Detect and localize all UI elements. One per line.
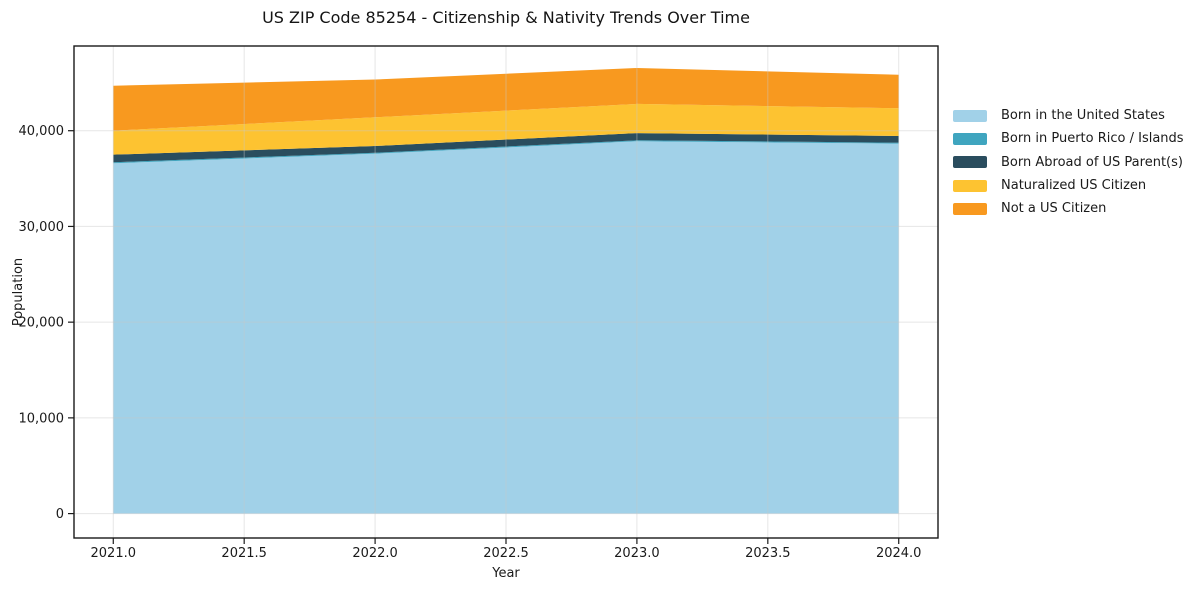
x-tick-label: 2022.0 — [352, 546, 398, 561]
legend-item: Not a US Citizen — [953, 197, 1184, 220]
x-tick-label: 2022.5 — [483, 546, 529, 561]
chart-title: US ZIP Code 85254 - Citizenship & Nativi… — [262, 8, 750, 27]
legend-label: Born in the United States — [1001, 108, 1165, 124]
y-tick-label: 40,000 — [19, 124, 65, 139]
area-born-in-puerto-rico-islands — [113, 140, 899, 164]
x-tick-label: 2023.5 — [745, 546, 791, 561]
legend-label: Born Abroad of US Parent(s) — [1001, 154, 1183, 170]
x-tick-label: 2021.5 — [221, 546, 267, 561]
legend-swatch-naturalized — [953, 179, 987, 192]
legend-label: Naturalized US Citizen — [1001, 178, 1147, 194]
legend-item: Born Abroad of US Parent(s) — [953, 151, 1184, 174]
legend-label: Not a US Citizen — [1001, 201, 1107, 217]
y-tick-label: 0 — [56, 507, 64, 522]
area-naturalized-us-citizen — [113, 103, 899, 155]
area-not-a-us-citizen — [113, 68, 899, 131]
y-tick-label: 30,000 — [19, 220, 65, 235]
legend-swatch-born-abroad — [953, 156, 987, 169]
x-tick-label: 2023.0 — [614, 546, 660, 561]
legend-swatch-born-pr — [953, 132, 987, 145]
tick-labels: 2021.0 2021.5 2022.0 2022.5 2023.0 2023.5 2024… — [19, 124, 922, 561]
x-tick-label: 2024.0 — [876, 546, 922, 561]
legend-item: Born in the United States — [953, 104, 1184, 127]
legend: Born in the United States Born in Puerto… — [953, 104, 1184, 220]
x-axis-label: Year — [491, 566, 520, 581]
y-tick-label: 10,000 — [19, 411, 65, 426]
y-tick-label: 20,000 — [19, 316, 65, 331]
legend-item: Born in Puerto Rico / Islands — [953, 127, 1184, 150]
x-tick-label: 2021.0 — [91, 546, 137, 561]
area-born-abroad-of-us-parent-s — [113, 133, 899, 163]
area-layers — [113, 68, 899, 514]
gridlines — [74, 46, 938, 538]
legend-item: Naturalized US Citizen — [953, 174, 1184, 197]
legend-swatch-not-citizen — [953, 202, 987, 215]
tick-marks — [68, 130, 900, 544]
legend-label: Born in Puerto Rico / Islands — [1001, 131, 1184, 147]
legend-swatch-born-us — [953, 109, 987, 122]
y-axis-label: Population — [11, 258, 26, 326]
area-born-in-the-united-states — [113, 141, 899, 514]
